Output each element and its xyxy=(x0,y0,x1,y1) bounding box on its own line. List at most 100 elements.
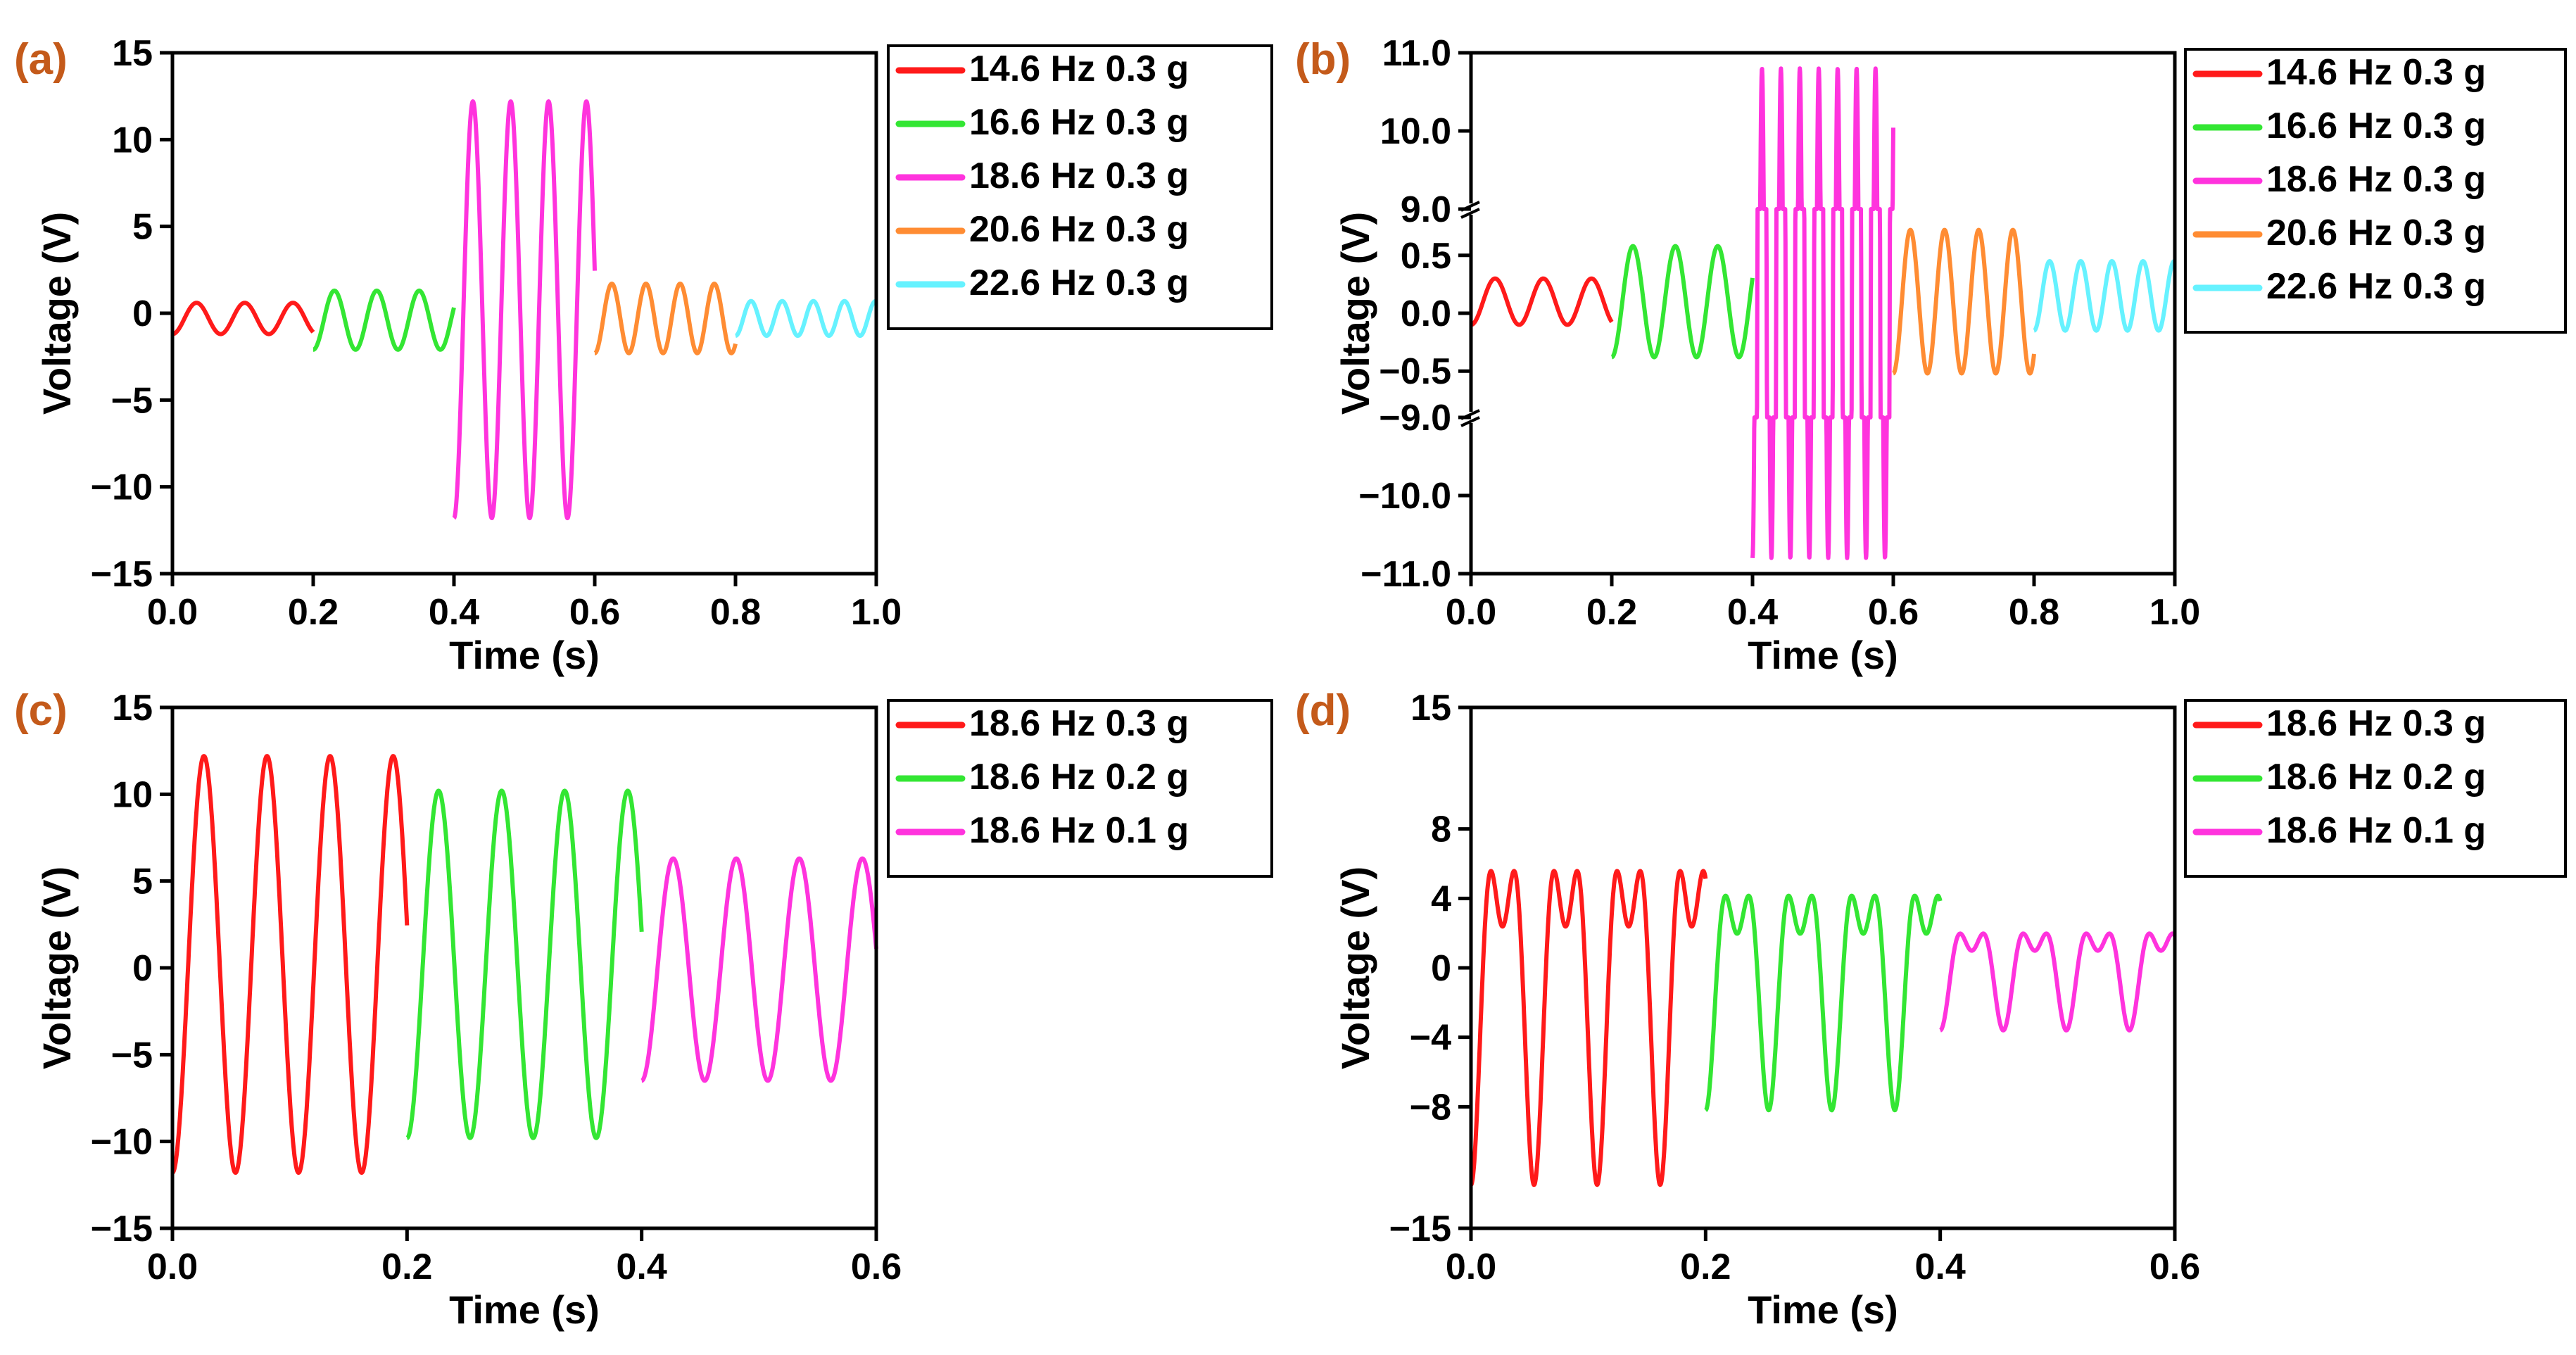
x-tick-label: 0.2 xyxy=(288,592,339,633)
legend-label: 20.6 Hz 0.3 g xyxy=(2266,213,2486,253)
axis-break-mark xyxy=(1460,208,1480,219)
y-tick-label: −8 xyxy=(1410,1087,1451,1128)
series-line xyxy=(1469,869,1708,1187)
y-tick-label: −4 xyxy=(1410,1018,1451,1059)
x-tick-label: 0.6 xyxy=(1868,592,1919,633)
legend-label: 20.6 Hz 0.3 g xyxy=(969,209,1189,250)
series-line xyxy=(1610,244,1755,360)
x-tick-label: 0.6 xyxy=(2149,1247,2200,1287)
x-tick-label: 0.6 xyxy=(851,1247,902,1287)
x-axis-label: Time (s) xyxy=(449,633,600,677)
legend-label: 14.6 Hz 0.3 g xyxy=(969,49,1189,89)
legend-label: 18.6 Hz 0.2 g xyxy=(2266,757,2486,798)
legend-label: 22.6 Hz 0.3 g xyxy=(2266,266,2486,307)
y-tick-label: −15 xyxy=(91,1209,153,1249)
x-tick-label: 0.4 xyxy=(1727,592,1778,633)
y-tick-label: 15 xyxy=(1410,688,1451,729)
series-line xyxy=(170,754,410,1176)
series-line xyxy=(405,788,644,1140)
x-tick-label: 0.0 xyxy=(147,592,198,633)
y-tick-label: 9.0 xyxy=(1401,189,1451,230)
y-axis-label: Voltage (V) xyxy=(34,212,79,415)
series-line xyxy=(733,298,878,339)
y-tick-label: 0.0 xyxy=(1401,294,1451,334)
x-tick-label: 0.8 xyxy=(710,592,761,633)
y-tick-label: −5 xyxy=(111,380,153,421)
y-tick-label: −5 xyxy=(111,1035,153,1076)
x-axis-label: Time (s) xyxy=(1748,1287,1898,1332)
x-tick-label: 1.0 xyxy=(851,592,902,633)
legend-label: 18.6 Hz 0.1 g xyxy=(2266,810,2486,851)
series-line xyxy=(1469,276,1614,327)
y-tick-label: −9.0 xyxy=(1379,398,1451,439)
plot-frame xyxy=(170,51,878,576)
panel-label: (b) xyxy=(1295,35,1351,84)
x-tick-label: 0.6 xyxy=(569,592,620,633)
series-line xyxy=(2032,259,2177,333)
panel-label: (d) xyxy=(1295,686,1351,735)
y-tick-label: 0 xyxy=(1431,948,1451,989)
series-line xyxy=(593,282,738,355)
y-tick-label: 5 xyxy=(132,207,153,248)
series-line xyxy=(1891,227,2036,376)
plot-frame xyxy=(170,705,878,1230)
x-tick-label: 0.0 xyxy=(1446,592,1496,633)
y-tick-label: −11.0 xyxy=(1360,554,1451,595)
y-tick-label: −10 xyxy=(91,1122,153,1163)
y-tick-label: 15 xyxy=(112,688,153,729)
series-line xyxy=(640,856,878,1083)
x-axis-label: Time (s) xyxy=(1748,633,1898,677)
plot-frame xyxy=(1469,705,2177,1230)
y-tick-label: 4 xyxy=(1431,878,1451,919)
x-tick-label: 0.8 xyxy=(2009,592,2059,633)
y-tick-label: 10.0 xyxy=(1380,111,1451,152)
legend-box xyxy=(2184,699,2567,878)
y-tick-label: 10 xyxy=(112,774,153,815)
y-tick-label: −10.0 xyxy=(1358,476,1451,517)
x-tick-label: 0.0 xyxy=(147,1247,198,1287)
series-line xyxy=(311,288,456,352)
y-axis-label: Voltage (V) xyxy=(1333,866,1377,1069)
legend-label: 16.6 Hz 0.3 g xyxy=(969,102,1189,143)
y-tick-label: −15 xyxy=(1389,1209,1451,1249)
y-axis-label: Voltage (V) xyxy=(34,866,79,1069)
x-axis-label: Time (s) xyxy=(449,1287,600,1332)
y-tick-label: 0 xyxy=(132,294,153,334)
y-tick-label: −10 xyxy=(91,467,153,508)
series-line xyxy=(1750,66,1895,560)
panel-label: (a) xyxy=(14,35,68,84)
y-axis-label: Voltage (V) xyxy=(1333,212,1377,415)
y-tick-label: 10 xyxy=(112,120,153,160)
axis-break-mark xyxy=(1460,416,1480,427)
panel-d: (d) −15 −8 −4 0 4 8 15 0.0 0.2 0.4 0.6 Time (s) Volta… xyxy=(1295,686,2567,1332)
y-tick-label: 0.5 xyxy=(1401,236,1451,277)
legend-label: 18.6 Hz 0.1 g xyxy=(969,810,1189,851)
panel-c: (c) −15 −10 −5 0 5 10 15 0.0 0.2 0.4 0.6 Time (s) Vol… xyxy=(14,686,1273,1332)
panel-label: (c) xyxy=(14,686,68,735)
x-tick-label: 0.2 xyxy=(1586,592,1637,633)
panel-b: (b) −11.0 −10.0 −9.0 −0.5 0.0 0.5 9.0 10.0 11.0 0.… xyxy=(1295,33,2567,677)
series-line xyxy=(1938,931,2177,1033)
y-tick-label: 15 xyxy=(112,33,153,74)
x-tick-label: 1.0 xyxy=(2149,592,2200,633)
panel-a: (a) −15 −10 −5 0 5 10 15 0.0 0.2 0.4 0.6 0.8 1.0 Time … xyxy=(14,33,1273,677)
y-tick-label: 8 xyxy=(1431,809,1451,850)
x-tick-label: 0.0 xyxy=(1446,1247,1496,1287)
y-tick-label: 0 xyxy=(132,948,153,989)
y-tick-label: 5 xyxy=(132,862,153,902)
legend-label: 18.6 Hz 0.3 g xyxy=(2266,159,2486,200)
legend-label: 18.6 Hz 0.3 g xyxy=(969,703,1189,744)
legend-label: 18.6 Hz 0.2 g xyxy=(969,757,1189,798)
legend-box xyxy=(887,699,1273,878)
legend-label: 18.6 Hz 0.3 g xyxy=(969,156,1189,196)
series-line xyxy=(452,99,597,521)
y-tick-label: 11.0 xyxy=(1382,33,1451,74)
x-tick-label: 0.4 xyxy=(617,1247,667,1287)
series-line xyxy=(1704,893,1943,1113)
x-tick-label: 0.2 xyxy=(1680,1247,1731,1287)
y-tick-label: −0.5 xyxy=(1379,351,1451,392)
y-tick-label: −15 xyxy=(91,554,153,595)
x-tick-label: 0.2 xyxy=(381,1247,432,1287)
legend-label: 14.6 Hz 0.3 g xyxy=(2266,52,2486,93)
